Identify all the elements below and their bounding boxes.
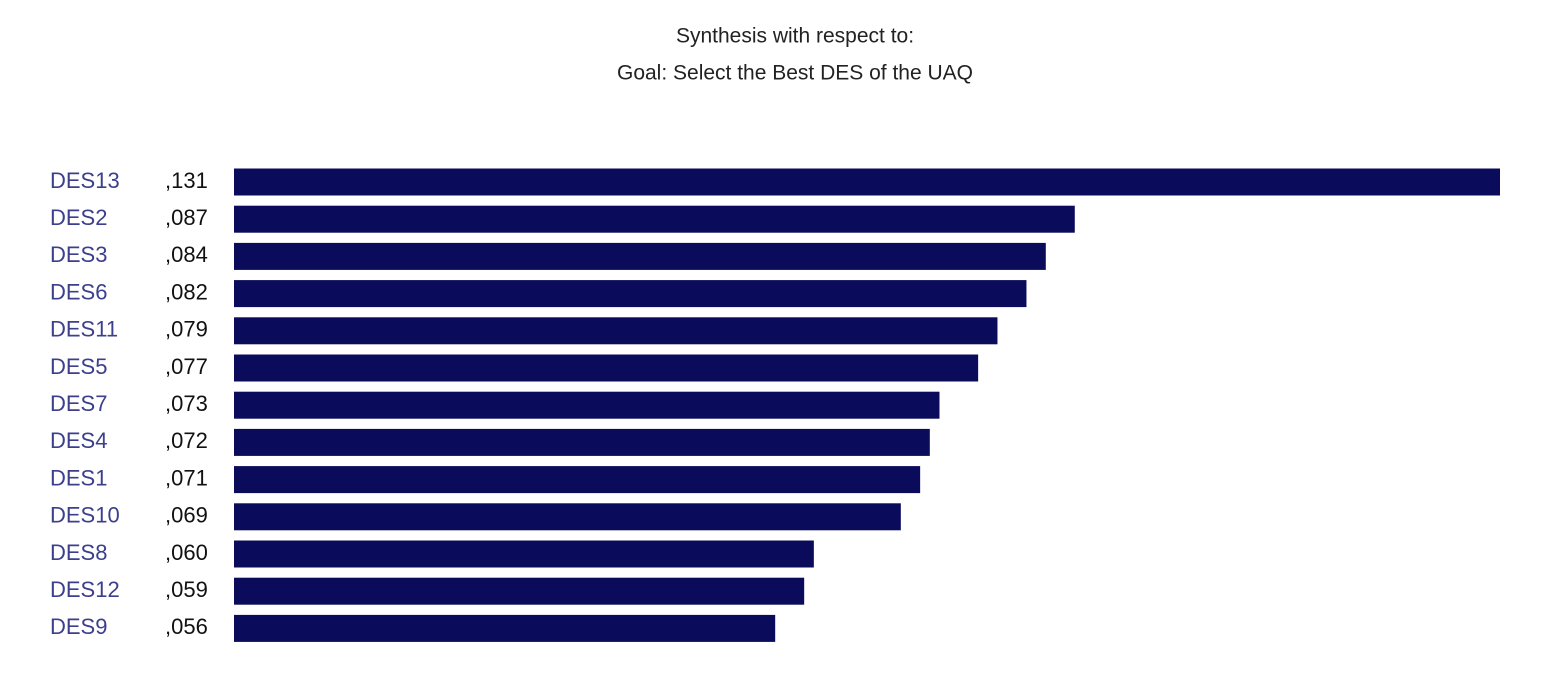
- category-label: DES9: [50, 614, 107, 639]
- value-label: ,073: [165, 391, 208, 416]
- chart-title: Synthesis with respect to:: [676, 25, 914, 48]
- category-label: DES3: [50, 242, 107, 267]
- category-label: DES13: [50, 168, 120, 193]
- bar: [234, 466, 921, 494]
- value-label: ,087: [165, 205, 208, 230]
- value-label: ,060: [165, 540, 208, 565]
- category-label: DES8: [50, 540, 107, 565]
- bar: [234, 168, 1500, 196]
- bar: [234, 577, 805, 605]
- bar: [234, 317, 998, 345]
- category-label: DES2: [50, 205, 107, 230]
- value-label: ,082: [165, 279, 208, 304]
- bar: [234, 242, 1046, 270]
- bar: [234, 354, 979, 382]
- value-label: ,069: [165, 503, 208, 528]
- bar: [234, 428, 930, 456]
- value-label: ,071: [165, 465, 208, 490]
- chart-subtitle: Goal: Select the Best DES of the UAQ: [617, 62, 973, 85]
- category-label: DES12: [50, 577, 120, 602]
- category-label: DES7: [50, 391, 107, 416]
- value-label: ,077: [165, 354, 208, 379]
- value-label: ,059: [165, 577, 208, 602]
- category-label: DES1: [50, 465, 107, 490]
- value-label: ,084: [165, 242, 208, 267]
- category-label: DES10: [50, 503, 120, 528]
- bar: [234, 391, 940, 419]
- bar: [234, 205, 1075, 233]
- bar: [234, 614, 776, 642]
- category-label: DES11: [50, 317, 118, 342]
- value-label: ,056: [165, 614, 208, 639]
- category-label: DES5: [50, 354, 107, 379]
- bar: [234, 503, 901, 531]
- bar: [234, 540, 814, 568]
- category-label: DES6: [50, 279, 107, 304]
- bar: [234, 280, 1027, 308]
- value-label: ,131: [165, 168, 208, 193]
- value-label: ,072: [165, 428, 208, 453]
- category-label: DES4: [50, 428, 107, 453]
- value-label: ,079: [165, 317, 208, 342]
